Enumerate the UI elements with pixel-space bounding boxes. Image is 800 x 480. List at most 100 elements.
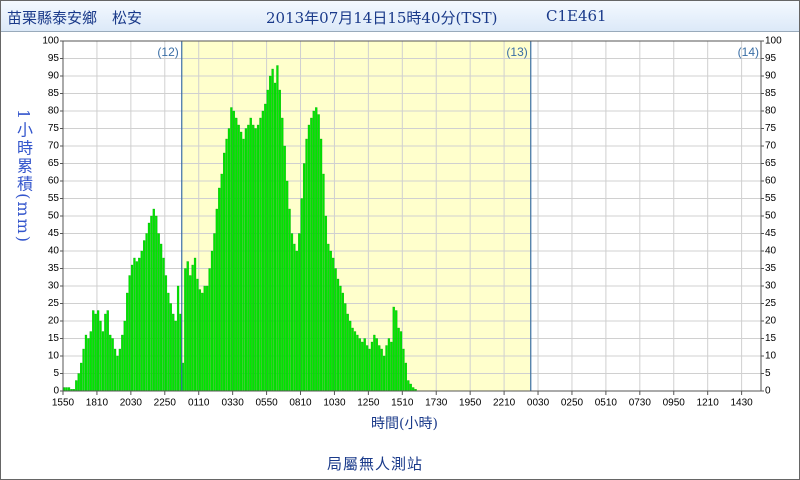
bar — [84, 334, 88, 392]
y-tick-label-right: 10 — [765, 351, 777, 362]
y-tick-label-right: 30 — [765, 281, 777, 292]
bar — [264, 103, 267, 392]
bar — [210, 250, 214, 392]
bar — [302, 163, 306, 392]
bar — [215, 208, 218, 392]
y-tick-label-right: 40 — [765, 246, 777, 257]
bar — [261, 110, 265, 392]
bar — [254, 128, 257, 392]
bar — [140, 250, 143, 392]
bar — [198, 289, 201, 392]
bar — [220, 173, 223, 392]
bar — [174, 320, 177, 392]
y-tick-label: 70 — [48, 141, 60, 152]
bar — [402, 348, 405, 392]
bar — [196, 278, 199, 392]
y-tick-label: 80 — [48, 106, 60, 117]
bar — [235, 117, 238, 392]
x-tick-label: 0110 — [188, 398, 210, 409]
bar — [288, 208, 291, 392]
bar — [159, 243, 163, 392]
bar — [152, 208, 155, 392]
y-tick-label-right: 45 — [765, 228, 777, 239]
bar — [80, 362, 83, 392]
y-tick-label: 90 — [48, 71, 60, 82]
x-tick-label: 0950 — [663, 398, 686, 409]
y-tick-label: 60 — [48, 176, 60, 187]
bar — [96, 310, 100, 392]
y-tick-label: 35 — [48, 263, 60, 274]
bar — [368, 348, 371, 392]
bar — [201, 292, 204, 392]
bar — [203, 285, 206, 392]
bar — [327, 243, 330, 392]
x-tick-label: 1950 — [459, 398, 482, 409]
y-tick-label-right: 80 — [765, 106, 777, 117]
bar — [206, 285, 209, 392]
bar — [65, 387, 68, 392]
bar — [305, 138, 308, 392]
bar — [266, 89, 269, 392]
bar — [208, 268, 211, 392]
bar — [332, 257, 335, 392]
x-tick-label: 1510 — [391, 398, 414, 409]
bar — [242, 138, 245, 392]
bar — [317, 114, 320, 392]
bar — [322, 173, 325, 392]
bar — [276, 65, 279, 392]
bar — [239, 131, 243, 392]
x-tick-label: 0250 — [561, 398, 584, 409]
bar — [370, 341, 374, 392]
bar — [145, 233, 148, 392]
day-label: (13) — [506, 45, 527, 59]
bar — [230, 107, 233, 392]
bar — [157, 233, 160, 392]
y-tick-label: 0 — [53, 386, 59, 397]
y-tick-label: 5 — [53, 368, 59, 379]
x-tick-label: 0810 — [289, 398, 312, 409]
bar — [312, 110, 315, 392]
bar — [395, 310, 398, 392]
bar — [186, 261, 189, 392]
bar — [373, 334, 376, 392]
bar — [407, 380, 410, 392]
bar — [155, 215, 158, 392]
y-tick-label-right: 5 — [765, 368, 771, 379]
bar — [397, 327, 400, 392]
x-tick-label: 0330 — [222, 398, 245, 409]
x-tick-label: 2250 — [154, 398, 177, 409]
x-tick-label: 1730 — [425, 398, 448, 409]
y-tick-label: 45 — [48, 228, 60, 239]
x-tick-label: 0510 — [595, 398, 618, 409]
bar — [380, 348, 383, 392]
bar — [293, 243, 296, 392]
chart-title: 2013年07月14日15時40分(TST) — [266, 9, 498, 27]
bar — [385, 345, 388, 392]
bar — [99, 320, 102, 392]
bar — [334, 268, 337, 392]
y-tick-label-right: 65 — [765, 158, 777, 169]
bar — [193, 257, 197, 392]
bar — [329, 250, 332, 392]
bar — [298, 233, 301, 392]
bar — [232, 110, 235, 392]
bar — [269, 75, 272, 392]
bar — [349, 320, 352, 392]
bar — [169, 303, 172, 392]
y-tick-label-right: 15 — [765, 333, 777, 344]
x-tick-label: 1210 — [697, 398, 720, 409]
x-tick-label: 1250 — [357, 398, 380, 409]
y-tick-label: 85 — [48, 88, 60, 99]
bar — [259, 117, 262, 392]
y-tick-label: 55 — [48, 193, 60, 204]
y-tick-label-right: 90 — [765, 71, 777, 82]
bar — [116, 355, 119, 392]
bar — [256, 124, 260, 392]
y-tick-label: 30 — [48, 281, 60, 292]
day-label: (14) — [738, 45, 759, 59]
bar — [189, 275, 192, 392]
bar — [92, 310, 95, 392]
x-tick-label: 0550 — [255, 398, 278, 409]
bar — [133, 257, 136, 392]
bar — [213, 233, 216, 392]
